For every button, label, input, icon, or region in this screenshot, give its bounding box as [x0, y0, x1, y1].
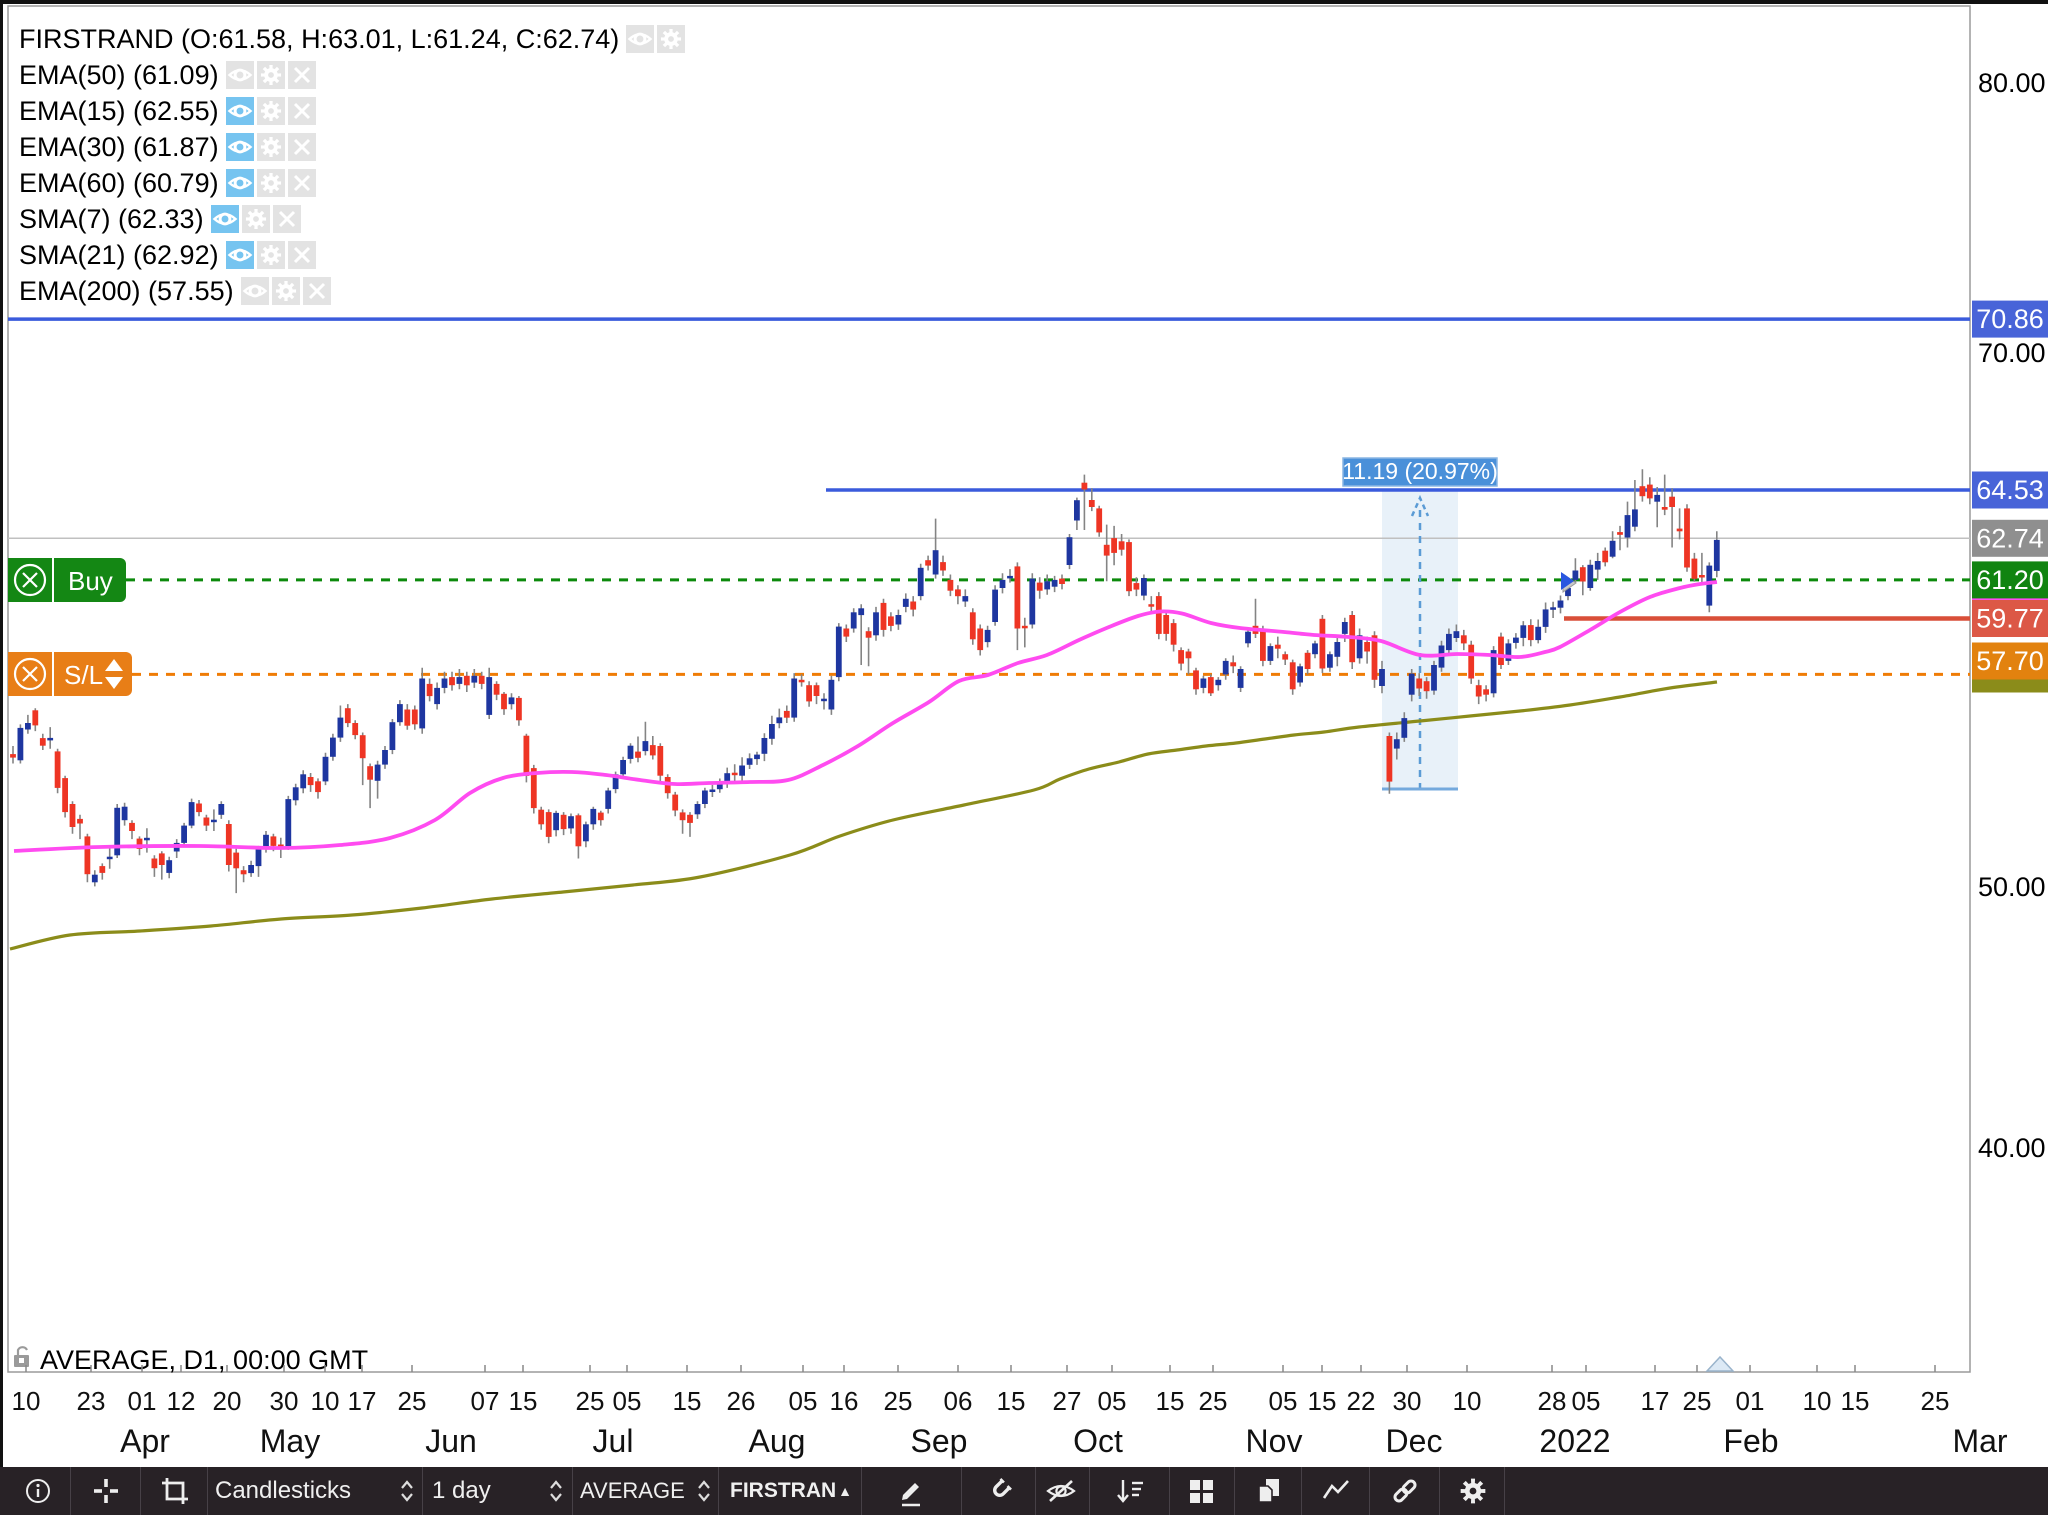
svg-text:Dec: Dec	[1386, 1423, 1443, 1459]
svg-text:61.20: 61.20	[1976, 565, 2044, 595]
svg-text:10: 10	[1803, 1386, 1832, 1416]
svg-text:10: 10	[1453, 1386, 1482, 1416]
svg-text:Jun: Jun	[425, 1423, 477, 1459]
svg-text:62.74: 62.74	[1976, 523, 2044, 553]
svg-text:25: 25	[1683, 1386, 1712, 1416]
svg-text:01: 01	[1736, 1386, 1765, 1416]
svg-text:Nov: Nov	[1246, 1423, 1303, 1459]
svg-text:26: 26	[727, 1386, 756, 1416]
svg-text:Oct: Oct	[1073, 1423, 1123, 1459]
svg-text:05: 05	[1098, 1386, 1127, 1416]
svg-text:25: 25	[884, 1386, 913, 1416]
svg-text:Buy: Buy	[68, 566, 113, 596]
svg-text:25: 25	[1921, 1386, 1950, 1416]
svg-text:70.86: 70.86	[1976, 304, 2044, 334]
svg-text:27: 27	[1053, 1386, 1082, 1416]
svg-text:May: May	[260, 1423, 320, 1459]
svg-text:15: 15	[997, 1386, 1026, 1416]
svg-text:17: 17	[348, 1386, 377, 1416]
svg-text:30: 30	[1393, 1386, 1422, 1416]
svg-text:05: 05	[613, 1386, 642, 1416]
svg-text:07: 07	[471, 1386, 500, 1416]
svg-text:23: 23	[77, 1386, 106, 1416]
svg-text:Sep: Sep	[911, 1423, 968, 1459]
svg-text:64.53: 64.53	[1976, 475, 2044, 505]
svg-text:01: 01	[128, 1386, 157, 1416]
svg-text:05: 05	[1572, 1386, 1601, 1416]
svg-text:30: 30	[270, 1386, 299, 1416]
svg-text:50.00: 50.00	[1978, 872, 2046, 902]
svg-text:06: 06	[944, 1386, 973, 1416]
svg-text:S/L: S/L	[64, 660, 103, 690]
svg-text:57.70: 57.70	[1976, 646, 2044, 676]
svg-text:15: 15	[1156, 1386, 1185, 1416]
svg-text:Jul: Jul	[593, 1423, 634, 1459]
svg-text:17: 17	[1641, 1386, 1670, 1416]
svg-text:Aug: Aug	[749, 1423, 806, 1459]
svg-text:15: 15	[1841, 1386, 1870, 1416]
svg-text:80.00: 80.00	[1978, 68, 2046, 98]
svg-text:59.77: 59.77	[1976, 604, 2044, 634]
svg-text:10: 10	[311, 1386, 340, 1416]
svg-text:15: 15	[1308, 1386, 1337, 1416]
svg-text:25: 25	[398, 1386, 427, 1416]
svg-text:22: 22	[1347, 1386, 1376, 1416]
svg-text:2022: 2022	[1539, 1423, 1610, 1459]
svg-text:16: 16	[830, 1386, 859, 1416]
svg-text:Apr: Apr	[120, 1423, 170, 1459]
svg-text:12: 12	[167, 1386, 196, 1416]
svg-text:25: 25	[576, 1386, 605, 1416]
svg-text:15: 15	[673, 1386, 702, 1416]
svg-text:25: 25	[1199, 1386, 1228, 1416]
svg-text:05: 05	[789, 1386, 818, 1416]
svg-text:Mar: Mar	[1952, 1423, 2007, 1459]
svg-text:15: 15	[509, 1386, 538, 1416]
svg-text:05: 05	[1269, 1386, 1298, 1416]
svg-text:Feb: Feb	[1723, 1423, 1778, 1459]
svg-text:40.00: 40.00	[1978, 1133, 2046, 1163]
svg-text:70.00: 70.00	[1978, 338, 2046, 368]
svg-text:20: 20	[213, 1386, 242, 1416]
svg-text:10: 10	[12, 1386, 41, 1416]
svg-text:11.19 (20.97%): 11.19 (20.97%)	[1342, 458, 1498, 484]
svg-text:AVERAGE, D1, 00:00 GMT: AVERAGE, D1, 00:00 GMT	[40, 1345, 368, 1375]
svg-text:28: 28	[1538, 1386, 1567, 1416]
